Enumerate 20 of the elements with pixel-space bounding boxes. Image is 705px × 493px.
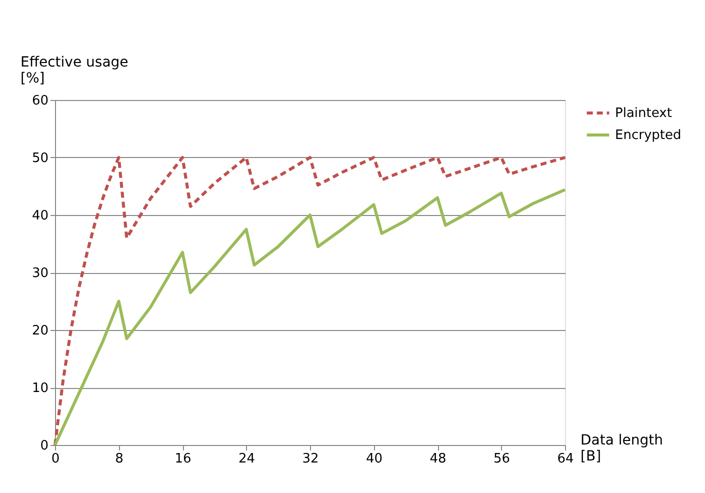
x-tick-label: 16 [174, 452, 192, 466]
legend-label: Encrypted [615, 128, 682, 143]
legend-label: Plaintext [615, 106, 672, 121]
x-tick-label: 40 [366, 452, 383, 466]
x-tick-label: 0 [51, 452, 60, 466]
x-tick-label: 8 [115, 452, 124, 466]
x-tick-label: 32 [302, 452, 319, 466]
y-tick-label: 60 [32, 94, 48, 108]
y-tick-label: 20 [32, 324, 48, 338]
x-tick-label: 64 [557, 452, 574, 466]
x-tick-label: 56 [493, 452, 510, 466]
y-tick-label: 50 [32, 151, 48, 166]
x-tick-label: 48 [430, 452, 446, 466]
y-tick-label: 10 [32, 381, 48, 396]
y-tick-label: 0 [40, 438, 48, 454]
y-tick-label: 30 [32, 266, 48, 281]
y-tick-label: 40 [32, 208, 48, 224]
x-tick-label: 24 [238, 452, 256, 466]
x-axis-title: Data length [B] [580, 432, 664, 464]
y-axis-title: Effective usage [%] [20, 54, 128, 86]
